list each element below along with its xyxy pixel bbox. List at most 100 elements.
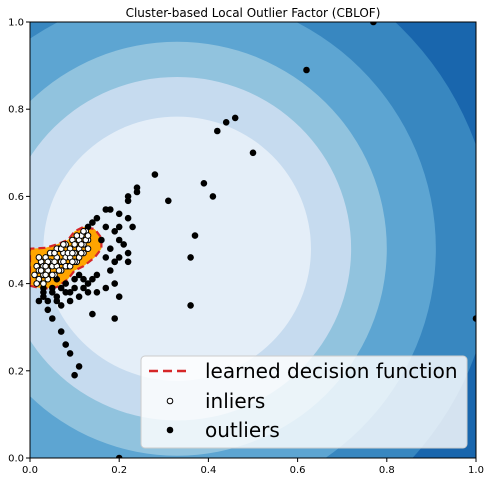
- outlier-point-60: [102, 284, 110, 292]
- outlier-point-49: [35, 297, 43, 305]
- inlier-point-55: [40, 280, 47, 287]
- outlier-point-17: [93, 214, 101, 222]
- inlier-point-39: [42, 271, 49, 279]
- outlier-point-19: [124, 214, 132, 222]
- outlier-point-21: [102, 223, 110, 231]
- outlier-point-24: [111, 228, 118, 235]
- inlier-point-62: [51, 249, 58, 257]
- inlier-point-36: [84, 245, 92, 252]
- outlier-point-16: [115, 210, 123, 218]
- outlier-point-33: [124, 258, 132, 266]
- legend-inlier-icon: [166, 397, 174, 405]
- outlier-point-18: [89, 219, 96, 226]
- inlier-point-65: [78, 249, 85, 257]
- outlier-point-28: [120, 241, 127, 248]
- outlier-point-54: [44, 306, 52, 314]
- outlier-point-25: [191, 232, 199, 239]
- outlier-point-9: [133, 184, 141, 191]
- x-tick-label-1: 0.2: [111, 465, 127, 476]
- outlier-point-69: [57, 328, 65, 335]
- contour-band-6: [43, 116, 311, 381]
- x-tick-label-3: 0.6: [290, 465, 306, 476]
- inlier-point-49: [35, 254, 43, 261]
- outlier-point-40: [84, 280, 92, 287]
- outlier-point-41: [80, 275, 87, 283]
- x-tick-label-5: 1.0: [468, 465, 484, 476]
- chart-title: Cluster-based Local Outlier Factor (CBLO…: [126, 6, 381, 20]
- outlier-point-79: [80, 284, 87, 292]
- inlier-point-38: [37, 267, 45, 274]
- outlier-point-38: [93, 271, 101, 279]
- y-tick-label-5: 1.0: [8, 18, 24, 29]
- outlier-point-2: [231, 114, 239, 122]
- inlier-point-54: [80, 228, 87, 235]
- outlier-point-52: [57, 302, 65, 309]
- inlier-point-41: [51, 258, 58, 266]
- outlier-point-4: [214, 127, 221, 135]
- outlier-point-13: [124, 197, 132, 205]
- outlier-point-34: [187, 254, 194, 261]
- outlier-point-58: [71, 275, 78, 283]
- outlier-point-73: [71, 371, 78, 379]
- x-tick-label-4: 0.8: [379, 465, 395, 476]
- outlier-point-5: [249, 149, 257, 157]
- inlier-point-42: [55, 267, 63, 274]
- outlier-point-51: [66, 297, 74, 305]
- legend-label-outliers: outliers: [205, 418, 280, 442]
- outlier-point-71: [66, 350, 74, 357]
- outlier-point-7: [200, 180, 208, 187]
- inlier-points: [31, 228, 92, 287]
- outlier-point-11: [209, 193, 217, 200]
- outlier-point-65: [187, 302, 194, 309]
- outlier-point-55: [62, 280, 69, 287]
- legend-label-decision: learned decision function: [205, 359, 458, 383]
- outlier-point-10: [165, 197, 172, 205]
- outlier-point-67: [49, 315, 56, 322]
- y-tick-label-4: 0.8: [8, 105, 24, 116]
- outlier-point-78: [66, 289, 74, 296]
- outlier-point-37: [111, 258, 118, 266]
- outlier-point-15: [102, 206, 110, 213]
- outlier-point-35: [102, 254, 110, 261]
- outlier-point-42: [71, 284, 78, 292]
- outlier-point-50: [75, 293, 83, 301]
- plot-frame: [29, 21, 477, 459]
- inlier-point-47: [78, 241, 85, 248]
- legend-label-inliers: inliers: [205, 389, 265, 413]
- y-tick-label-0: 0.0: [8, 454, 24, 465]
- y-tick-label-3: 0.6: [8, 192, 24, 203]
- outlier-point-62: [111, 280, 118, 287]
- outlier-point-44: [57, 284, 65, 292]
- outlier-point-61: [115, 293, 123, 301]
- outlier-point-66: [89, 310, 96, 318]
- outlier-point-68: [111, 315, 118, 322]
- y-tick-label-2: 0.4: [8, 279, 24, 290]
- outlier-point-6: [151, 171, 159, 178]
- outlier-point-64: [75, 271, 83, 279]
- inlier-point-45: [69, 249, 76, 257]
- outlier-point-20: [115, 223, 123, 231]
- outlier-point-30: [124, 249, 132, 257]
- inlier-point-0: [31, 271, 38, 279]
- outlier-point-59: [84, 289, 92, 296]
- outlier-point-26: [115, 236, 123, 244]
- x-tick-label-0: 0.0: [22, 465, 38, 476]
- inlier-point-64: [69, 258, 76, 266]
- inlier-point-60: [84, 232, 92, 239]
- x-axis: 0.0 0.2 0.4 0.6 0.8 1.0: [22, 458, 484, 476]
- outlier-point-47: [44, 297, 52, 305]
- outlier-point-72: [75, 363, 83, 370]
- outlier-point-70: [62, 341, 69, 348]
- outlier-point-74: [115, 454, 123, 458]
- outlier-point-39: [89, 275, 96, 283]
- inlier-point-56: [49, 271, 56, 279]
- inlier-point-46: [73, 232, 81, 239]
- outlier-points: [35, 22, 476, 458]
- y-axis: 0.0 0.2 0.4 0.6 0.8 1.0: [8, 18, 30, 465]
- outlier-point-63: [93, 289, 101, 296]
- outlier-point-53: [49, 284, 56, 292]
- inlier-point-37: [33, 280, 41, 287]
